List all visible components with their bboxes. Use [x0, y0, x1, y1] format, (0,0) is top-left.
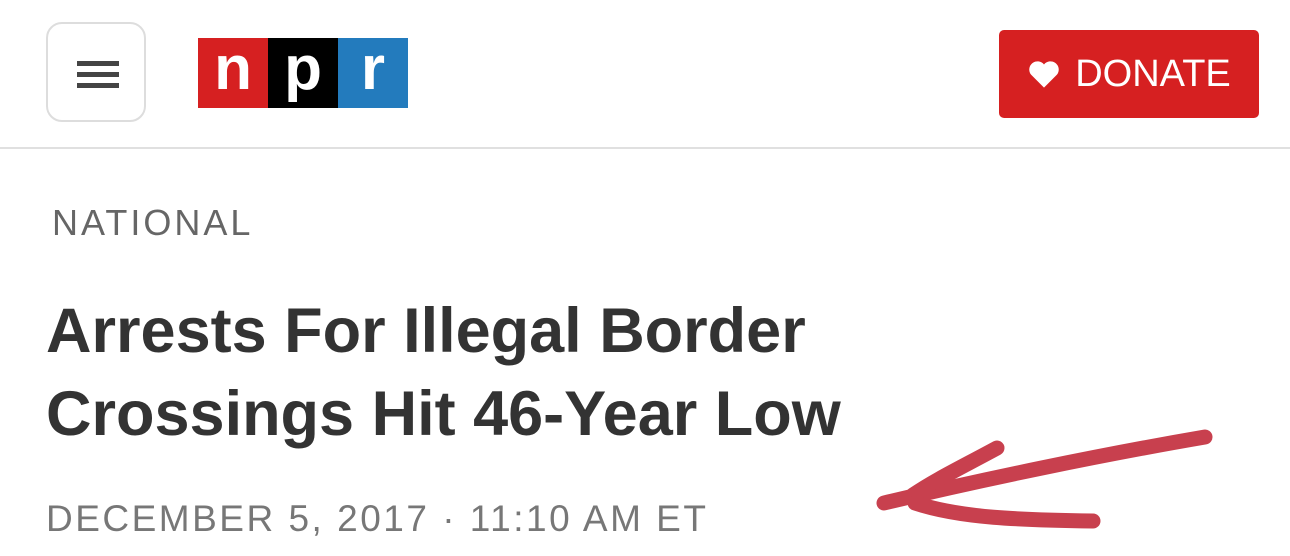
logo-letter-r: r [338, 38, 408, 108]
hamburger-icon [77, 61, 119, 66]
arrow-shaft [876, 429, 1213, 511]
menu-button[interactable] [46, 22, 146, 122]
arrow-lower-wing [907, 495, 1101, 529]
header-divider [0, 147, 1290, 149]
section-label[interactable]: NATIONAL [52, 202, 254, 243]
logo-letter-n: n [198, 38, 268, 108]
arrow-upper-wing [905, 440, 1005, 503]
npr-logo[interactable]: n p r [198, 38, 408, 108]
hamburger-icon-line [77, 83, 119, 88]
donate-label: DONATE [1075, 52, 1231, 95]
heart-icon [1029, 61, 1059, 88]
donate-button[interactable]: DONATE [999, 30, 1259, 118]
article-title: Arrests For Illegal Border Crossings Hit… [46, 290, 1046, 456]
logo-letter-p: p [268, 38, 338, 108]
hamburger-icon-line [77, 72, 119, 77]
title-line-2: Crossings Hit 46-Year Low [46, 379, 841, 449]
article-date: DECEMBER 5, 2017 · 11:10 AM ET [46, 498, 709, 539]
title-line-1: Arrests For Illegal Border [46, 296, 806, 366]
